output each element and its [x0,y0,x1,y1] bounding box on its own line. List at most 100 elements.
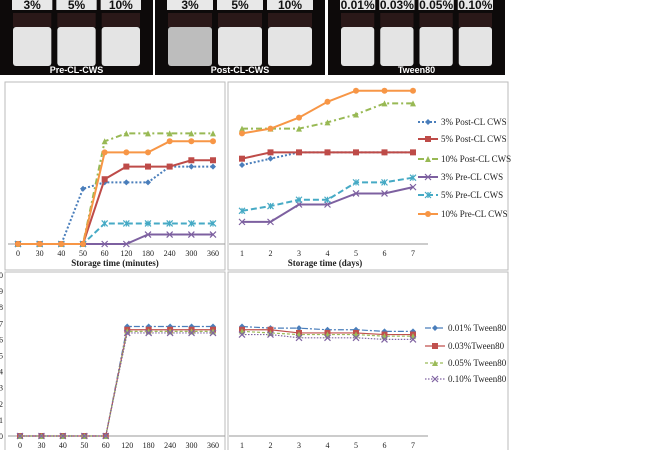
series-5-pre-cl-cws: 5% Pre-CL CWS [238,174,503,215]
data-point [188,157,195,164]
data-point [267,326,274,333]
data-point [188,163,195,170]
legend-label: 10% Pre-CL CWS [441,209,508,219]
y-tick-label: 8 [0,303,3,312]
data-point [122,240,130,248]
photo-caption: Post-CL-CWS [211,65,270,75]
bottle-label-card [267,0,313,10]
x-tick-label: 4 [326,249,330,258]
legend-marker [432,325,438,331]
data-point [238,218,246,226]
x-tick-label: 60 [101,249,109,258]
x-tick-label: 0 [18,441,22,450]
series-0-10-tween80: 0.10% Tween80 [238,331,507,384]
legend-marker [425,211,431,217]
data-point [352,334,360,342]
legend-marker [431,375,439,383]
series-line [20,330,213,437]
data-point [381,100,388,107]
data-point [101,138,108,145]
series-line [18,165,213,245]
x-tick-label: 0 [16,249,20,258]
data-point [123,329,131,337]
data-point [267,202,274,210]
bottle-label: 0.01% [341,0,375,12]
data-point [296,325,302,332]
legend-label: 5% Post-CL CWS [441,134,507,144]
x-tick-label: 360 [207,249,219,258]
bottle-label-card [56,0,97,10]
bottle-neck [419,13,453,27]
y-tick-label: 7 [0,319,3,328]
bottle-label: 3% [23,0,41,12]
series-3-pre-cl-cws: 3% Pre-CL CWS [238,172,503,226]
data-point [381,149,388,156]
bottle [13,27,52,66]
data-point [296,125,302,132]
legend-label: 3% Post-CL CWS [441,117,507,127]
data-point [166,130,173,137]
data-point [80,185,86,192]
photo-panel-0: 3% 5% 10% Pre-CL-CWS [0,0,153,75]
x-tick-label: 300 [185,249,197,258]
photo-panel-2: 0.01% 0.03% 0.05% 0.10% Tween80 [328,0,505,75]
x-tick-label: 240 [164,441,176,450]
photo-panel-1: 3% 5% 10% Post-CL-CWS [155,0,325,75]
data-point [209,231,217,238]
data-point [353,111,359,118]
data-point [101,240,109,248]
data-point [166,220,174,227]
data-point [166,329,174,337]
legend-label: 0.10% Tween80 [448,374,507,384]
legend-marker [425,119,431,125]
data-point [239,125,245,132]
x-tick-label: 3 [297,249,301,258]
series-0-01-tween80: 0.01% Tween80 [239,323,507,335]
bottle [380,27,414,66]
series-line [18,132,213,245]
bottle-label-card [12,0,53,10]
data-point [324,119,331,126]
data-point [210,130,216,137]
data-point [123,179,130,186]
legend-label: 10% Post-CL CWS [441,154,511,164]
legend-marker [424,191,432,199]
data-point [324,149,331,156]
data-point [36,241,43,247]
data-point [101,149,108,156]
x-tick-label: 60 [102,441,110,450]
legend-label: 0.03%Tween80 [448,341,505,351]
data-point [267,218,274,226]
data-point [166,138,173,145]
legend-marker [432,343,438,349]
y-tick-label: 1 [0,416,3,425]
data-point [188,130,195,137]
data-point [58,241,65,247]
data-point [80,241,86,247]
data-point [123,163,130,170]
chart-frame-3 [227,271,509,450]
x-tick-label: 5 [354,249,358,258]
x-tick-label: 6 [383,249,387,258]
series-5-post-cl-cws: 5% Post-CL CWS [239,134,507,162]
photo-caption: Pre-CL-CWS [50,65,104,75]
data-point [210,157,216,164]
data-point [210,328,216,335]
chart-frame-2 [4,271,226,450]
bottle-label: 5% [68,0,86,12]
data-point [410,100,416,107]
x-tick-label: 7 [411,441,415,450]
bottle-label-card [100,0,141,10]
data-point [144,220,152,227]
data-point [16,432,24,440]
series-10-post-cl-cws: 10% Post-CL CWS [239,100,511,164]
x-tick-label: 30 [37,441,45,450]
bottle-neck [341,13,375,27]
x-tick-label: 40 [59,441,67,450]
y-tick-label: 9 [0,287,3,296]
y-tick-label: 10 [0,271,3,280]
data-point [210,163,216,170]
data-point [381,335,388,343]
data-point [352,190,360,197]
